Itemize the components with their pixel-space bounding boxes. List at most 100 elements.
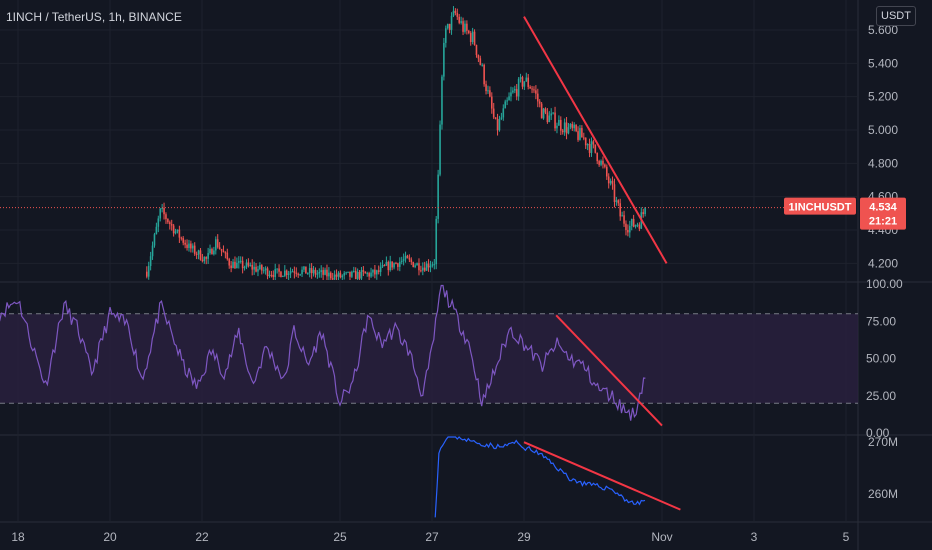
candle-body [301,269,303,275]
candle-body [307,272,309,274]
candle-body [387,262,390,271]
candle-body [295,272,298,274]
candle-body [458,16,461,23]
candle-body [238,261,240,263]
candle-body [230,265,232,269]
candle-body [423,267,426,271]
candle-body [644,207,646,215]
candle-body [291,271,294,273]
rsi-tick-label: 25.00 [866,389,896,403]
candle-body [278,268,280,272]
candle-body [600,160,602,165]
candle-body [172,225,175,234]
candle-body [293,271,296,273]
candle-body [305,266,307,274]
symbol-badge [784,197,856,215]
candle-body [561,130,564,133]
candle-body [619,203,622,217]
candle-body [201,259,204,262]
candle-body [284,270,286,276]
candle-body [333,274,336,280]
candle-body [335,274,338,277]
candle-body [606,166,608,177]
trendline-1 [523,16,668,264]
candle-body [236,262,238,269]
candle-body [500,117,503,120]
candle-body [308,268,311,273]
candle-body [209,249,211,254]
rsi-series [0,284,646,421]
candle-body [479,58,482,65]
candle-body [590,141,593,153]
candle-body [596,152,599,162]
price-badge-countdown: 21:21 [869,216,897,228]
candle-body [466,23,468,31]
candle-body [416,263,418,266]
candle-body [337,272,340,277]
rsi-tick-label: 75.00 [866,314,896,328]
x-tick-label: 22 [195,530,209,544]
obv-series [434,436,646,518]
candle-body [328,272,330,277]
candle-body [422,267,424,271]
candle-body [510,92,512,97]
candle-body [282,275,284,277]
candle-body [324,269,326,275]
candle-body [320,270,323,273]
obv-line [434,436,646,518]
x-tick-label: 3 [751,530,758,544]
currency-button[interactable]: USDT [876,6,916,26]
candle-body [226,252,229,260]
candle-body [588,143,591,153]
candle-body [343,273,346,276]
candle-body [433,264,436,266]
candle-body [533,89,535,91]
candle-body [469,33,472,43]
candle-body [264,268,267,271]
candle-body [247,262,250,266]
trendline-2 [555,314,663,427]
candle-body [314,269,317,275]
candle-body [544,108,547,113]
candle-body [429,265,432,268]
candle-body [473,31,476,45]
candle-body [234,261,236,269]
candle-body [525,77,528,82]
candle-body [351,271,353,277]
price-tag: 1INCHUSDT 4.534 21:21 [0,197,906,230]
candle-body [312,269,315,274]
candle-body [531,88,533,90]
candle-body [425,263,428,271]
candle-body [535,90,537,94]
candle-body [381,265,384,267]
x-tick-label: 5 [843,530,850,544]
rsi-tick-label: 100.00 [866,277,903,291]
candle-body [322,270,324,275]
candle-body [496,118,499,131]
candle-body [481,64,484,66]
candle-body [262,270,265,272]
candle-body [471,31,474,43]
candle-body [257,269,259,272]
candle-body [523,81,526,87]
candle-body [370,272,372,277]
candle-body [339,272,342,278]
candle-body [149,256,152,266]
candle-body [374,269,376,275]
candle-body [393,263,395,268]
candle-body [487,90,489,92]
candle-body [410,259,413,263]
candle-body [627,229,629,233]
candle-body [222,250,225,253]
candle-body [216,239,219,248]
candle-body [241,260,244,269]
candle-body [188,243,190,248]
symbol-badge-label: 1INCHUSDT [789,202,852,214]
candle-body [178,229,181,238]
candle-body [360,270,363,279]
candle-body [586,143,589,146]
candle-body [243,267,246,269]
candle-body [546,112,549,123]
candle-body [366,273,369,275]
